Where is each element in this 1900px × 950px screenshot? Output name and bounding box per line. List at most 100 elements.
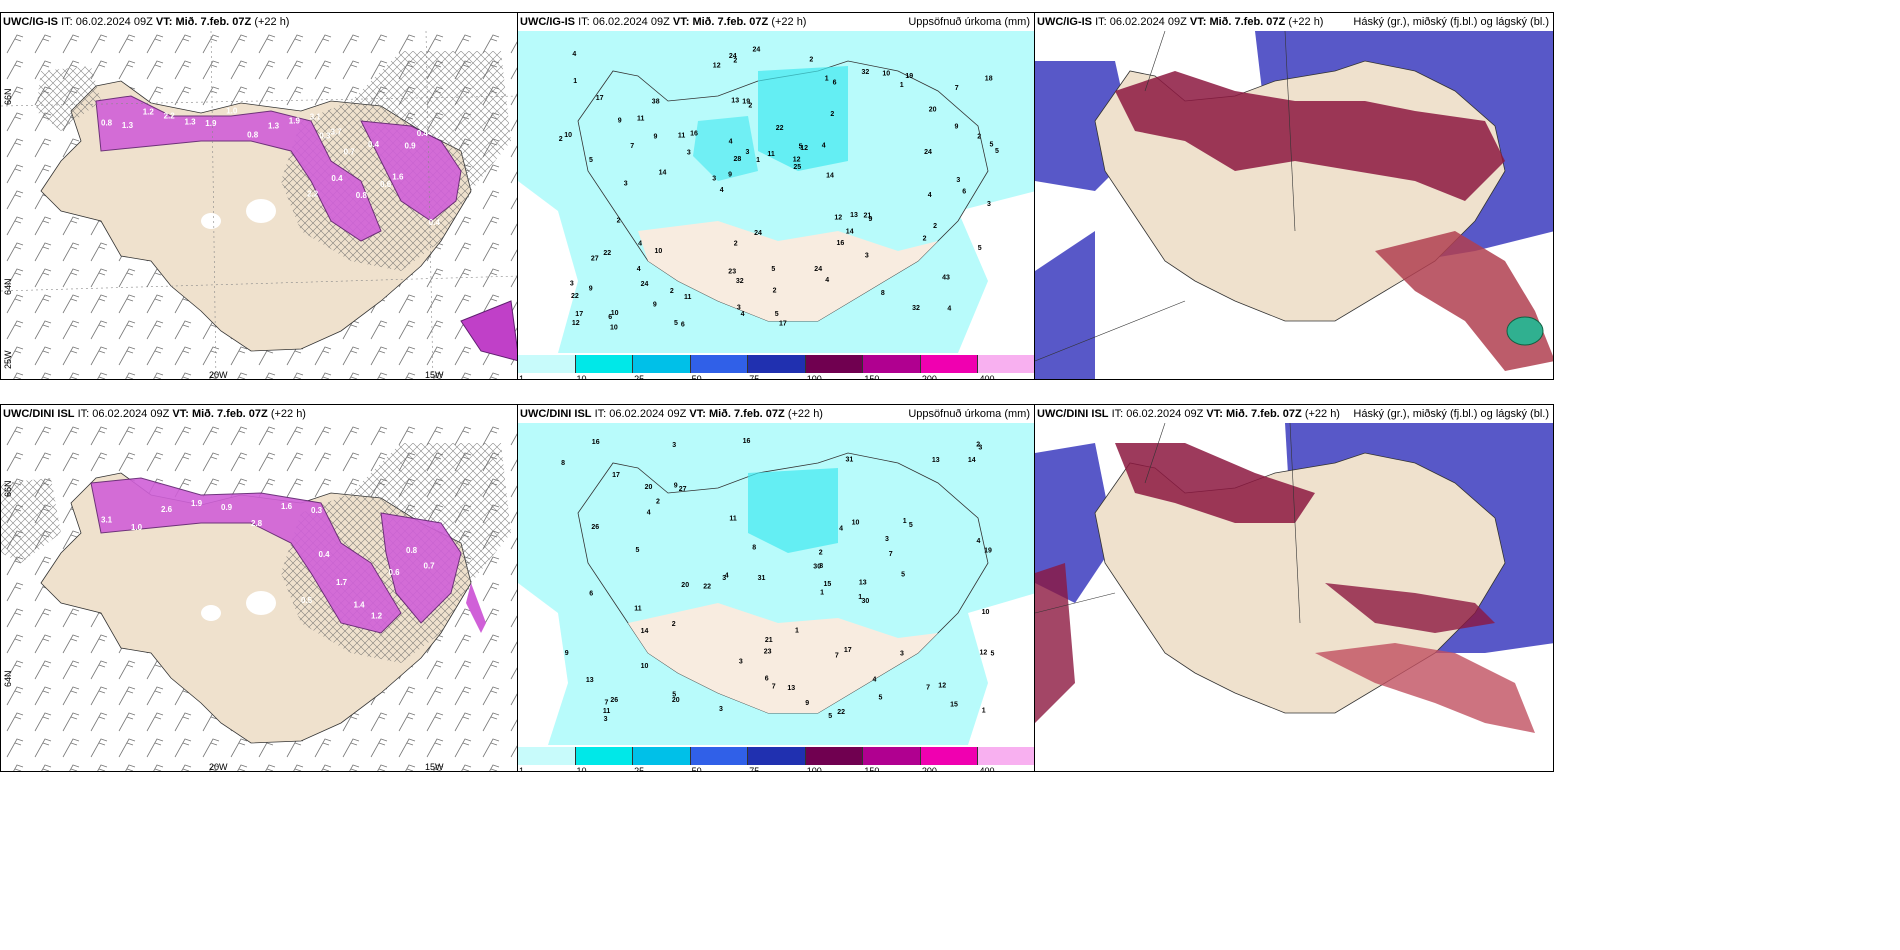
value-label: 4 [647, 510, 651, 517]
value-label: 23 [728, 268, 736, 275]
value-label: 1.9 [205, 119, 217, 128]
value-label: 0.8 [247, 130, 259, 139]
map-panel-clouds-ig: UWC/IG-IS IT: 06.02.2024 09Z VT: Mið. 7.… [1034, 12, 1554, 380]
value-label: 7 [889, 551, 893, 558]
value-label: 9 [653, 302, 657, 309]
panel-title: Háský (gr.), miðský (fj.bl.) og lágský (… [1353, 16, 1549, 28]
colorbar-swatch [575, 355, 634, 373]
value-label: 1.6 [392, 173, 404, 182]
value-label: 0.6 [380, 180, 392, 189]
value-label: 24 [814, 266, 822, 273]
panel-header: UWC/IG-IS IT: 06.02.2024 09Z VT: Mið. 7.… [3, 16, 290, 28]
value-label: 1 [903, 518, 907, 525]
value-label: 1.2 [371, 611, 383, 620]
value-label: 26 [591, 524, 599, 531]
colorbar-swatch [920, 747, 979, 765]
value-label: 15 [824, 581, 832, 588]
value-label: 12 [800, 145, 808, 152]
value-label: 5 [672, 691, 676, 698]
wind-map: 0.8 1.3 1.2 2.2 1.3 1.9 1.0 0.8 1.3 1.9 3.1 3.7 2.2 0… [1, 31, 517, 379]
value-label: 13 [731, 98, 739, 105]
snow-band [95, 95, 382, 242]
colorbar-label: 10 [576, 374, 587, 380]
colorbar-swatch [978, 747, 1034, 765]
value-label: 1.9 [289, 116, 301, 125]
value-label: 2 [976, 442, 980, 449]
value-label: 1 [825, 75, 829, 82]
colorbar-label: 100 [806, 766, 822, 772]
value-label: 4 [572, 51, 576, 58]
colorbar-swatch [863, 747, 921, 765]
value-label: 2 [773, 287, 777, 294]
colorbar: 1 10 25 50 75 100 150 200 400 [518, 747, 1034, 772]
value-label: 22 [703, 584, 711, 591]
value-label: 3.1 [101, 516, 113, 525]
colorbar-swatch [633, 355, 691, 373]
colorbar-swatch [805, 747, 864, 765]
panel-title: Uppsöfnuð úrkoma (mm) [908, 408, 1030, 420]
lat-label: 64N [3, 278, 13, 295]
precip-value-labels: 3554317201516111374233130262022873275119… [561, 438, 994, 723]
colorbar-swatch [748, 747, 806, 765]
colorbar-label: 10 [576, 766, 587, 772]
value-label: 4 [637, 266, 641, 273]
value-label: 7 [605, 700, 609, 707]
dry-land [638, 221, 958, 321]
value-label: 9 [805, 700, 809, 707]
value-label: 20 [672, 697, 680, 704]
value-label: 21 [765, 637, 773, 644]
value-label: 4 [873, 677, 877, 684]
value-label: 7 [772, 684, 776, 691]
value-label: 18 [985, 76, 993, 83]
value-label: 11 [603, 708, 611, 715]
colorbar: 1 10 25 50 75 100 150 200 400 [518, 355, 1034, 380]
colorbar-label: 400 [979, 374, 995, 380]
value-label: 17 [596, 95, 604, 102]
hatched-region-west [36, 66, 101, 131]
value-label: 30 [813, 564, 821, 571]
value-label: 22 [837, 709, 845, 716]
value-label: 11 [637, 115, 645, 122]
value-label: 1 [756, 157, 760, 164]
value-label: 4 [839, 525, 843, 532]
value-label: 6 [833, 79, 837, 86]
precip-value-labels: 4574210132222162224191291725129923283832… [559, 47, 999, 332]
value-label: 10 [610, 324, 618, 331]
value-label: 24 [753, 47, 761, 54]
value-label: 2 [656, 499, 660, 506]
value-label: 3 [900, 650, 904, 657]
panel-header: UWC/DINI ISL IT: 06.02.2024 09Z VT: Mið.… [3, 408, 306, 420]
lat-label: 66N [3, 88, 13, 105]
value-label: 1.7 [336, 578, 348, 587]
value-label: 0.6 [389, 568, 401, 577]
colorbar-swatch [690, 747, 749, 765]
value-label: 13 [932, 457, 940, 464]
value-label: 5 [901, 571, 905, 578]
value-label: 0.8 [406, 546, 418, 555]
value-label: 7 [926, 685, 930, 692]
value-label: 5 [636, 547, 640, 554]
value-label: 24 [754, 230, 762, 237]
value-label: 32 [912, 305, 920, 312]
value-label: 9 [869, 216, 873, 223]
value-label: 10 [641, 663, 649, 670]
value-label: 9 [955, 124, 959, 131]
value-label: 4 [822, 142, 826, 149]
colorbar-label: 50 [691, 766, 702, 772]
value-label: 3 [865, 253, 869, 260]
colorbar-label: 25 [634, 374, 645, 380]
glacier [246, 199, 276, 223]
value-label: 17 [844, 647, 852, 654]
glacier [201, 213, 221, 229]
value-label: 32 [736, 278, 744, 285]
value-label: 11 [634, 605, 642, 612]
value-label: 12 [713, 63, 721, 70]
value-label: 22 [776, 125, 784, 132]
value-label: 0.8 [356, 191, 368, 200]
value-label: 28 [734, 156, 742, 163]
colorbar-swatch [748, 355, 806, 373]
colorbar-swatch [920, 355, 979, 373]
value-label: 1 [858, 594, 862, 601]
value-label: 3 [570, 280, 574, 287]
snow-value-labels: 0.8 1.3 1.2 2.2 1.3 1.9 1.0 0.8 1.3 1.9 3.1 3.7 2.2 0… [101, 106, 440, 226]
